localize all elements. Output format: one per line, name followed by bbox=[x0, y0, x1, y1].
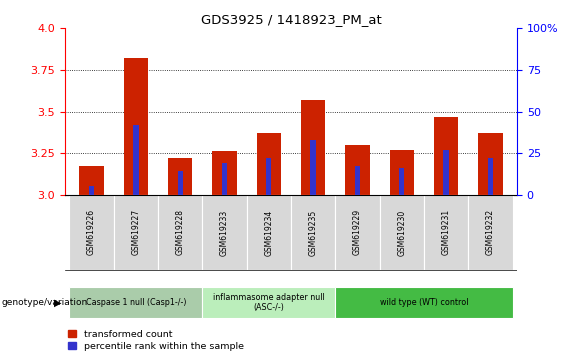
Bar bbox=[202, 287, 335, 318]
Bar bbox=[222, 163, 227, 195]
Text: genotype/variation: genotype/variation bbox=[1, 298, 88, 307]
Bar bbox=[335, 287, 512, 318]
Bar bbox=[399, 168, 405, 195]
Bar bbox=[291, 195, 335, 270]
Bar bbox=[133, 125, 138, 195]
Bar bbox=[434, 116, 458, 195]
Title: GDS3925 / 1418923_PM_at: GDS3925 / 1418923_PM_at bbox=[201, 13, 381, 26]
Text: GSM619226: GSM619226 bbox=[87, 209, 96, 256]
Bar bbox=[79, 166, 104, 195]
Bar bbox=[247, 195, 291, 270]
Text: Caspase 1 null (Casp1-/-): Caspase 1 null (Casp1-/-) bbox=[86, 298, 186, 307]
Text: GSM619235: GSM619235 bbox=[308, 209, 318, 256]
Text: ▶: ▶ bbox=[54, 298, 61, 308]
Bar bbox=[390, 150, 414, 195]
Text: wild type (WT) control: wild type (WT) control bbox=[380, 298, 468, 307]
Bar bbox=[69, 287, 202, 318]
Bar bbox=[345, 145, 370, 195]
Bar bbox=[335, 195, 380, 270]
Bar bbox=[355, 166, 360, 195]
Text: GSM619228: GSM619228 bbox=[176, 210, 185, 256]
Bar bbox=[114, 195, 158, 270]
Bar bbox=[69, 195, 114, 270]
Bar bbox=[311, 140, 316, 195]
Text: GSM619230: GSM619230 bbox=[397, 209, 406, 256]
Bar bbox=[202, 195, 247, 270]
Bar bbox=[89, 187, 94, 195]
Bar bbox=[212, 152, 237, 195]
Bar bbox=[177, 171, 183, 195]
Bar bbox=[478, 133, 503, 195]
Bar bbox=[158, 195, 202, 270]
Bar bbox=[444, 150, 449, 195]
Legend: transformed count, percentile rank within the sample: transformed count, percentile rank withi… bbox=[64, 326, 247, 354]
Bar bbox=[380, 195, 424, 270]
Text: inflammasome adapter null
(ASC-/-): inflammasome adapter null (ASC-/-) bbox=[213, 293, 325, 312]
Text: GSM619234: GSM619234 bbox=[264, 209, 273, 256]
Bar bbox=[424, 195, 468, 270]
Bar bbox=[266, 158, 271, 195]
Bar bbox=[168, 158, 192, 195]
Bar bbox=[468, 195, 512, 270]
Text: GSM619232: GSM619232 bbox=[486, 209, 495, 256]
Text: GSM619233: GSM619233 bbox=[220, 209, 229, 256]
Bar bbox=[301, 100, 325, 195]
Bar bbox=[124, 58, 148, 195]
Text: GSM619227: GSM619227 bbox=[132, 209, 140, 256]
Bar bbox=[488, 158, 493, 195]
Text: GSM619229: GSM619229 bbox=[353, 209, 362, 256]
Text: GSM619231: GSM619231 bbox=[442, 209, 450, 256]
Bar bbox=[257, 133, 281, 195]
